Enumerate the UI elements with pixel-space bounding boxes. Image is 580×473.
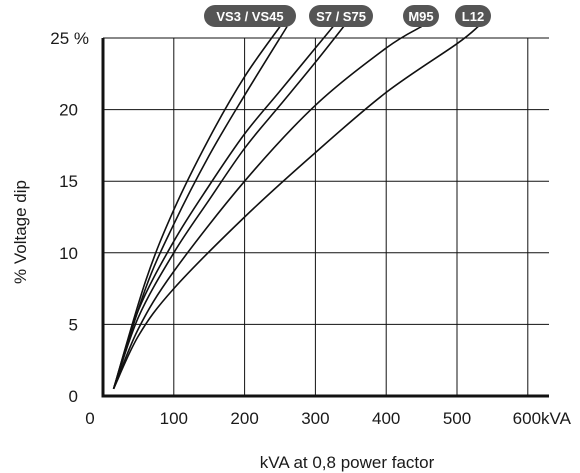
y-tick-label: 10 <box>59 244 78 263</box>
x-tick-label: 600kVA <box>513 409 572 428</box>
y-tick-label: 0 <box>69 387 78 406</box>
y-tick-label: 5 <box>69 315 78 334</box>
series-label-pill <box>309 5 373 27</box>
x-axis-label: kVA at 0,8 power factor <box>260 453 435 472</box>
series-label-vs3-vs45: VS3 / VS45 <box>204 5 296 27</box>
series-line-m95 <box>112 25 423 390</box>
series-label-l12: L12 <box>455 5 491 27</box>
series-line-s7-s75 <box>112 25 334 390</box>
series-label-pill <box>455 5 491 27</box>
series-line-l12 <box>112 25 479 390</box>
series-label-text: M95 <box>408 9 433 24</box>
series-label-s7-s75: S7 / S75 <box>309 5 373 27</box>
x-tick-label: 200 <box>230 409 258 428</box>
y-axis-label: % Voltage dip <box>11 180 30 284</box>
grid <box>103 37 549 396</box>
y-tick-label: 20 <box>59 101 78 120</box>
series-line-vs3-vs45 <box>112 26 281 390</box>
series-label-m95: M95 <box>403 5 439 27</box>
x-tick-label: 300 <box>301 409 329 428</box>
series-label-text: L12 <box>462 9 484 24</box>
tick-labels: 0 100 200 300 400 500 600kVA 0 5 10 15 20 25 % <box>50 29 571 428</box>
series-label-pill <box>204 5 296 27</box>
series-labels: VS3 / VS45 S7 / S75 M95 L12 <box>204 5 491 27</box>
x-tick-label: 0 <box>85 409 94 428</box>
y-tick-label: 25 % <box>50 29 89 48</box>
x-tick-label: 500 <box>443 409 471 428</box>
x-tick-label: 400 <box>372 409 400 428</box>
series-label-text: S7 / S75 <box>316 9 366 24</box>
series-label-text: VS3 / VS45 <box>216 9 283 24</box>
series-label-pill <box>403 5 439 27</box>
x-tick-label: 100 <box>160 409 188 428</box>
y-tick-label: 15 <box>59 172 78 191</box>
series-lines <box>112 25 479 390</box>
axes <box>101 38 549 398</box>
series-line-s7-s75 <box>112 26 345 390</box>
